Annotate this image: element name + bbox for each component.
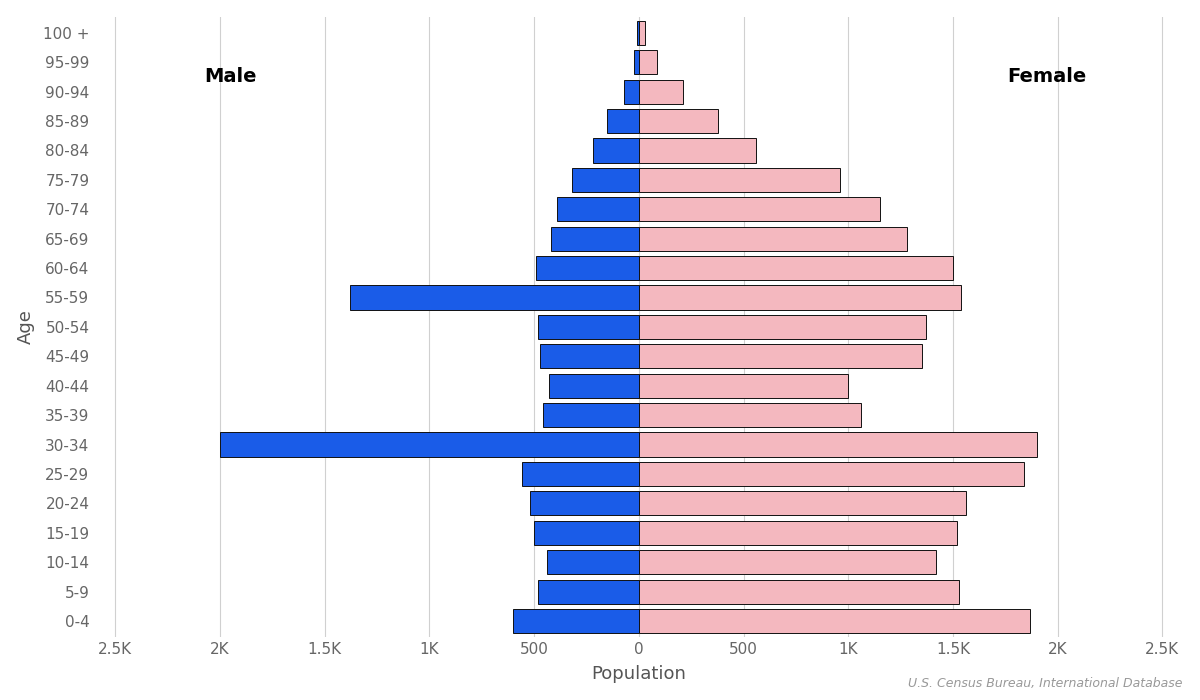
Bar [634,50,638,74]
Bar [220,433,638,456]
Bar [547,550,638,574]
Bar [572,168,638,192]
Bar [638,344,922,368]
Bar [607,109,638,133]
Text: Female: Female [1008,67,1087,86]
Bar [514,609,638,633]
Bar [540,344,638,368]
Bar [534,521,638,545]
Bar [638,168,840,192]
Bar [638,80,683,104]
Bar [530,491,638,515]
Bar [638,403,860,427]
Bar [638,374,848,398]
Bar [551,227,638,251]
Bar [539,315,638,339]
Bar [638,550,936,574]
Bar [638,433,1037,456]
Bar [638,139,756,162]
Bar [350,286,638,309]
Bar [638,462,1024,486]
Bar [593,139,638,162]
Bar [542,403,638,427]
Bar [638,609,1031,633]
Bar [638,521,958,545]
Bar [522,462,638,486]
Text: U.S. Census Bureau, International Database: U.S. Census Bureau, International Databa… [907,676,1182,690]
Bar [539,580,638,603]
Bar [638,109,719,133]
Bar [638,21,644,45]
Bar [638,50,656,74]
Bar [548,374,638,398]
Bar [557,197,638,221]
Bar [638,580,959,603]
Bar [637,21,638,45]
Bar [638,286,961,309]
Bar [638,256,953,280]
Bar [638,227,907,251]
Bar [624,80,638,104]
Y-axis label: Age: Age [17,309,35,344]
Bar [536,256,638,280]
Bar [638,315,925,339]
Bar [638,197,880,221]
Bar [638,491,966,515]
X-axis label: Population: Population [592,665,686,683]
Text: Male: Male [204,67,257,86]
